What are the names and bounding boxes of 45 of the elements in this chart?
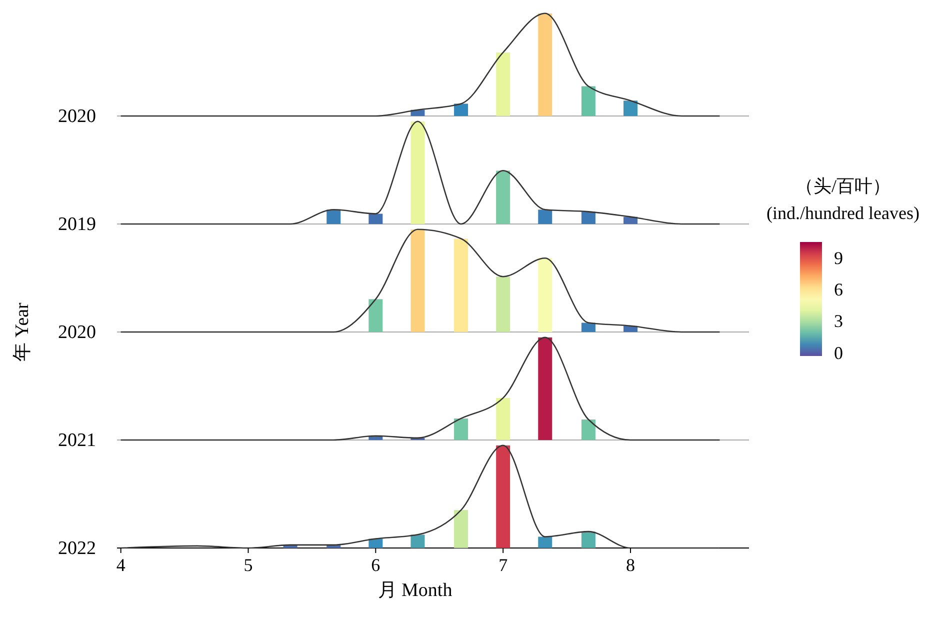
bar [581, 322, 596, 332]
bar [496, 445, 510, 548]
bar [410, 229, 425, 332]
x-tick-label: 7 [498, 555, 508, 575]
bar [581, 532, 596, 548]
bar [496, 398, 510, 440]
bar [454, 418, 468, 440]
bar [538, 536, 552, 548]
bar [538, 258, 552, 332]
bar [368, 299, 383, 332]
bar [410, 121, 425, 224]
text: 2021 [58, 430, 96, 451]
x-tick-label: 4 [116, 555, 126, 575]
color-bar-label: 3 [834, 311, 843, 332]
bar [368, 214, 383, 224]
x-tick-label: 5 [244, 555, 253, 575]
bar [538, 210, 552, 224]
bar [496, 170, 510, 224]
bar [496, 52, 510, 116]
text: 2020 [58, 106, 96, 127]
bar [368, 538, 383, 548]
bar [624, 100, 638, 116]
x-axis-title: 月 Month [378, 580, 453, 601]
bar [581, 419, 596, 440]
bar [410, 534, 425, 548]
bar [538, 13, 552, 116]
bar [581, 212, 596, 224]
color-bar-label: 0 [834, 342, 843, 363]
color-bar-label: 6 [834, 280, 843, 300]
bar [581, 86, 596, 116]
bar [326, 210, 341, 224]
bar [454, 104, 468, 116]
bar [538, 337, 552, 440]
color-bar-label: 9 [834, 248, 843, 268]
bar [454, 510, 468, 548]
bar [454, 238, 468, 332]
bar [496, 276, 510, 332]
text: 2019 [58, 214, 96, 235]
text: 2022 [58, 538, 96, 559]
y-axis-title: 年 Year [12, 302, 33, 362]
text: 2020 [58, 322, 96, 343]
bar [624, 216, 638, 224]
x-tick-label: 8 [626, 555, 635, 575]
x-tick-label: 6 [371, 555, 380, 575]
color-bar-title: （头/百叶） (ind./hundred leaves) [766, 176, 920, 223]
